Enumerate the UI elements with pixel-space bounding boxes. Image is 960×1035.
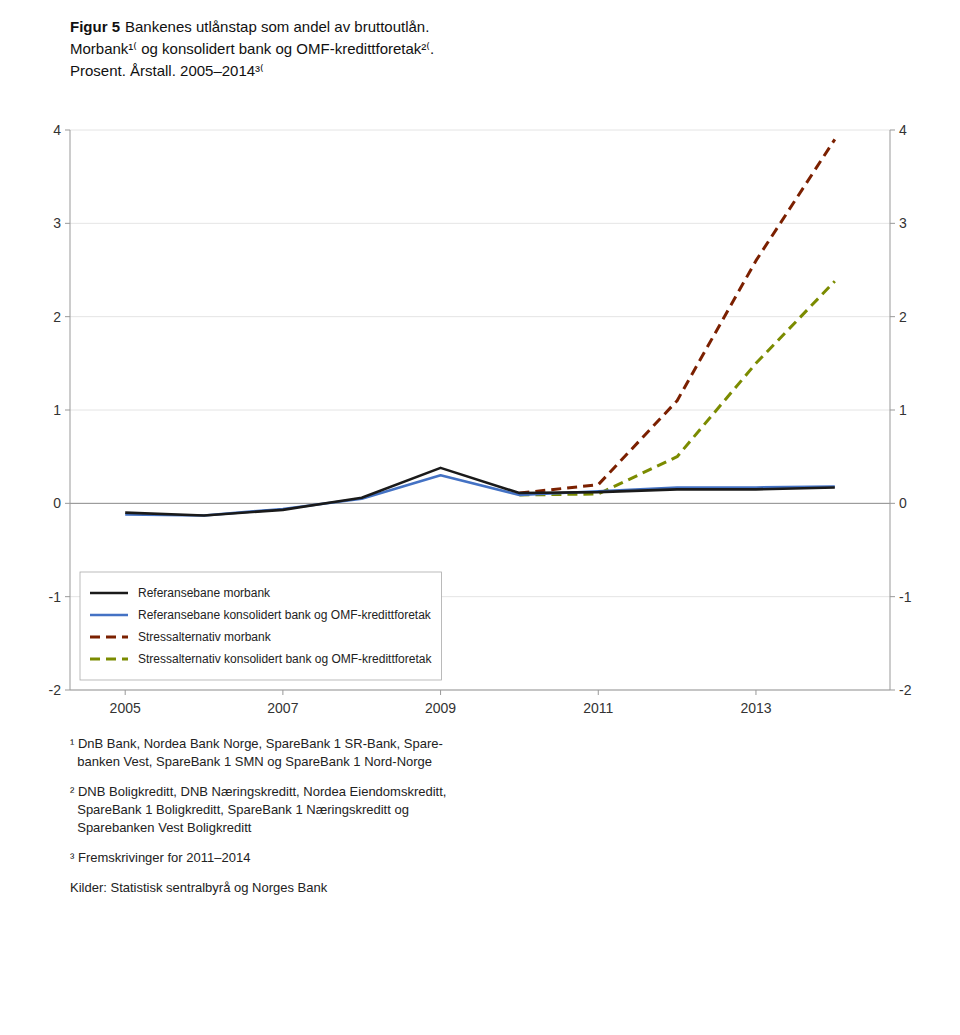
footnote-line: ² DNB Boligkreditt, DNB Næringskreditt, … [70,784,446,799]
grid-line [70,690,890,691]
y-tick-label: 0 [53,495,61,511]
y-tick [65,223,70,224]
y2-axis-line [890,130,891,690]
legend: Referansebane morbank Referansebane konso… [80,572,441,680]
footnote-line: ¹ DnB Bank, Nordea Bank Norge, SpareBank… [70,736,443,751]
x-tick-label: 2005 [110,700,141,716]
title-bold: Figur 5 [70,18,120,35]
y2-tick [890,316,895,317]
footnote: ² DNB Boligkreditt, DNB Næringskreditt, … [70,784,446,835]
y2-tick [890,410,895,411]
y-tick-label: 4 [53,122,61,138]
footnote: ¹ DnB Bank, Nordea Bank Norge, SpareBank… [70,736,443,769]
title: Figur 5 Bankenes utlånstap som andel av b… [70,18,429,35]
x-axis-line [70,690,890,691]
y-tick-label: -2 [49,682,62,698]
y2-tick-label: -1 [899,589,912,605]
y2-tick-label: 2 [899,309,907,325]
legend-box [80,572,441,680]
y2-tick-label: 4 [899,122,907,138]
y-tick [65,130,70,131]
footnote: ³ Fremskrivinger for 2011–2014 [70,850,250,865]
y-tick-label: 3 [53,215,61,231]
x-tick [598,690,599,695]
x-tick-label: 2007 [267,700,298,716]
grid [70,130,890,690]
legend-swatch [90,614,128,617]
y-tick [65,410,70,411]
x-tick [282,690,283,695]
grid-line [70,316,890,317]
y2-tick-label: 0 [899,495,907,511]
footnote-line: Sparebanken Vest Boligkreditt [70,820,252,835]
series-line [519,139,834,493]
legend-swatch [90,658,128,661]
y-axis-line [70,130,71,690]
y-tick [65,316,70,317]
y-tick-label: 2 [53,309,61,325]
legend-label: Referansebane morbank [138,586,271,600]
y2-tick [890,690,895,691]
grid-line [70,503,890,504]
y-tick [65,503,70,504]
series-line [125,468,835,516]
y2-tick [890,596,895,597]
y-tick [65,596,70,597]
legend-label: Referansebane konsolidert bank og OMF-kr… [138,608,432,622]
footnote-line: Kilder: Statistisk sentralbyrå og Norges… [70,880,328,895]
x-tick [125,690,126,695]
x-tick-label: 2009 [425,700,456,716]
y2-tick [890,223,895,224]
legend-swatch [90,592,128,595]
footnote-line: SpareBank 1 Boligkreditt, SpareBank 1 Næ… [70,802,409,817]
legend-label: Stressalternativ morbank [138,630,272,644]
subtitle: Prosent. Årstall. 2005–2014³⁽ [70,62,264,79]
x-tick-label: 2013 [740,700,771,716]
y2-tick-label: 1 [899,402,907,418]
grid-line [70,223,890,224]
grid-line [70,130,890,131]
y2-tick-label: -2 [899,682,912,698]
x-tick-label: 2011 [583,700,613,716]
x-tick [440,690,441,695]
footnote: Kilder: Statistisk sentralbyrå og Norges… [70,880,328,895]
subtitle: Morbank¹⁽ og konsolidert bank og OMF-kre… [70,40,434,57]
series-lines [125,139,835,515]
subtitle: Bankenes utlånstap som andel av bruttout… [125,18,429,35]
footnote-line: banken Vest, SpareBank 1 SMN og SpareBan… [70,754,432,769]
y-tick-label: 1 [53,402,61,418]
y2-tick [890,130,895,131]
x-tick [755,690,756,695]
legend-label: Stressalternativ konsolidert bank og OMF… [138,652,432,666]
legend-swatch [90,636,128,639]
series-line [519,281,834,495]
y-tick-label: -1 [49,589,62,605]
chart: Figur 5 Bankenes utlånstap som andel av b… [0,0,960,1035]
grid-line [70,410,890,411]
footnote-line: ³ Fremskrivinger for 2011–2014 [70,850,250,865]
y2-tick-label: 3 [899,215,907,231]
y2-tick [890,503,895,504]
y-tick [65,690,70,691]
